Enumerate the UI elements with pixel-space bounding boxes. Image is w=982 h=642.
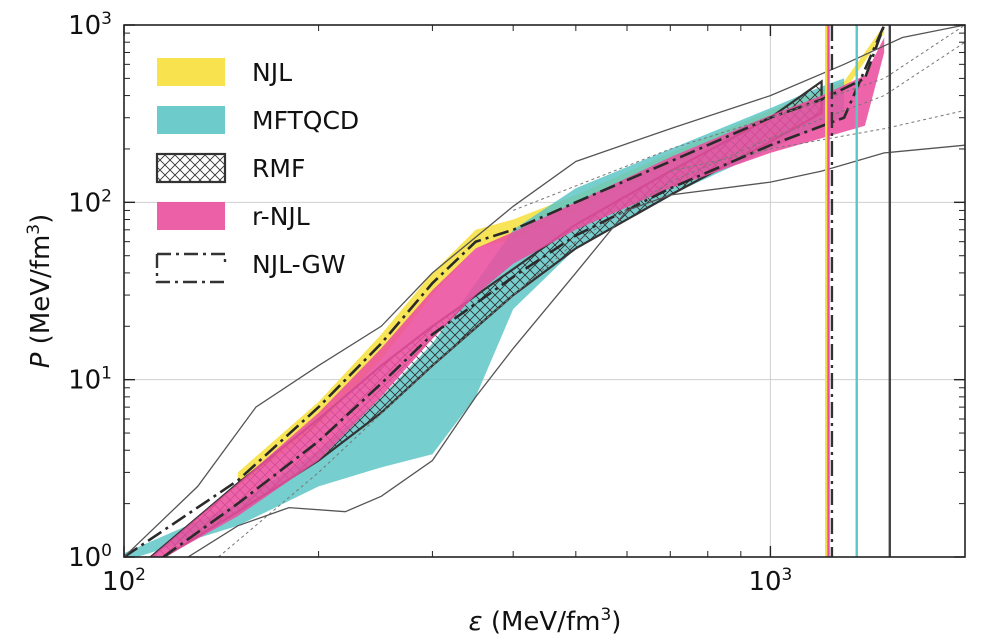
curve-njl-gw <box>162 25 886 557</box>
y-tick-label: 100 <box>68 541 112 573</box>
x-tick-label: 103 <box>748 565 792 597</box>
ticks-layer: 102 103 100 101 102 103 <box>68 9 966 597</box>
x-tick-label: 102 <box>102 565 146 597</box>
legend-swatch-mftqcd <box>157 106 225 134</box>
legend-swatch-njl-gw <box>155 252 227 284</box>
vertical-lines-layer <box>825 25 891 557</box>
legend-swatch-rmf <box>155 152 227 184</box>
curve-dotted <box>513 25 965 211</box>
legend-swatch-njl <box>157 58 225 86</box>
curve-njl-gw <box>124 25 886 557</box>
y-tick-label: 101 <box>68 364 112 396</box>
curve-dotted <box>670 109 965 172</box>
curve-envelope <box>124 25 965 557</box>
curves-layer <box>124 25 965 557</box>
legend: NJL MFTQCD RMF r-NJL NJL-GW <box>155 58 359 284</box>
plot-frame <box>123 24 966 558</box>
curve-dotted <box>218 41 965 557</box>
legend-swatch-r-njl <box>157 202 225 230</box>
curve-envelope <box>186 144 965 557</box>
x-axis-label: ε (MeV/fm3) <box>469 605 622 637</box>
legend-label-r-njl: r-NJL <box>252 202 310 231</box>
legend-label-mftqcd: MFTQCD <box>252 106 359 135</box>
legend-label-njl-gw: NJL-GW <box>252 250 346 279</box>
y-tick-label: 102 <box>68 186 112 218</box>
y-tick-label: 103 <box>68 9 112 41</box>
y-axis-label: P (MeV/fm3) <box>24 214 56 369</box>
legend-label-rmf: RMF <box>252 154 305 183</box>
legend-label-njl: NJL <box>252 58 292 87</box>
